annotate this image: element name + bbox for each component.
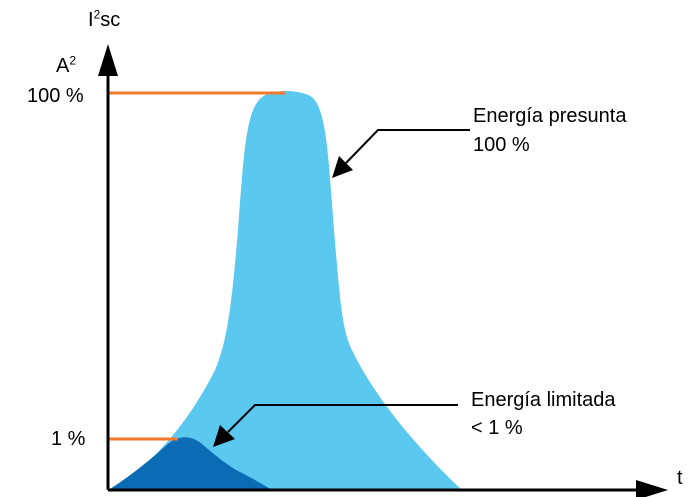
tick-label-1: 1 % [51, 428, 86, 450]
limited-pointer-arrowhead [213, 425, 235, 447]
y-axis-arrowhead [98, 44, 118, 76]
prospective-energy-label-line2: 100 % [473, 134, 530, 156]
prospective-energy-label-line1: Energía presunta [473, 105, 627, 127]
x-axis-label: t [677, 467, 683, 489]
prospective-pointer-line [345, 129, 470, 164]
limited-energy-label-line2: < 1 % [471, 417, 523, 439]
prospective-pointer-arrowhead [332, 156, 353, 178]
limited-energy-label-line1: Energía limitada [471, 389, 616, 411]
y-axis-unit: A2 [56, 53, 77, 77]
limited-pointer-line [227, 404, 458, 433]
limited-energy-curve [108, 437, 272, 490]
y-axis-label: I2sc [88, 7, 121, 31]
tick-label-100: 100 % [27, 85, 84, 107]
prospective-energy-curve [108, 91, 462, 490]
x-axis-arrowhead [636, 480, 668, 497]
